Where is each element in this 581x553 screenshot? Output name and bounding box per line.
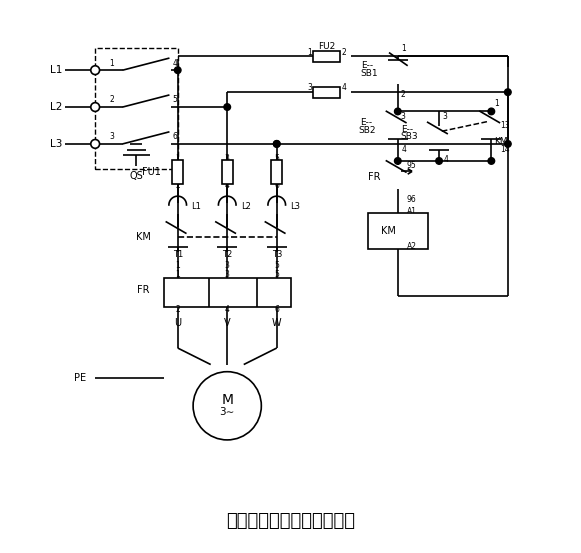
Circle shape bbox=[274, 140, 280, 147]
Text: M: M bbox=[221, 393, 233, 408]
Text: 1: 1 bbox=[307, 48, 312, 57]
Text: 2: 2 bbox=[401, 91, 406, 100]
Text: 电动机点动、连动控制线路: 电动机点动、连动控制线路 bbox=[226, 512, 355, 530]
Text: 4: 4 bbox=[402, 145, 407, 154]
Bar bbox=[313, 51, 340, 62]
Text: L2: L2 bbox=[51, 102, 63, 112]
Bar bbox=[95, 48, 178, 169]
Text: 5: 5 bbox=[274, 154, 279, 163]
Text: 1: 1 bbox=[494, 98, 499, 108]
Text: KM: KM bbox=[135, 232, 150, 242]
Text: T1: T1 bbox=[173, 250, 183, 259]
Text: FU1: FU1 bbox=[142, 167, 161, 177]
Circle shape bbox=[193, 372, 261, 440]
Text: 1: 1 bbox=[109, 59, 114, 67]
Circle shape bbox=[436, 158, 442, 164]
Text: T2: T2 bbox=[222, 250, 232, 259]
Bar bbox=[368, 213, 428, 249]
Text: L1: L1 bbox=[51, 65, 63, 75]
Circle shape bbox=[91, 139, 99, 148]
Text: 1: 1 bbox=[401, 44, 406, 53]
Text: 5: 5 bbox=[274, 261, 279, 270]
Text: E--: E-- bbox=[401, 124, 413, 133]
Circle shape bbox=[224, 104, 231, 111]
Text: FU2: FU2 bbox=[318, 42, 335, 51]
Circle shape bbox=[394, 158, 401, 164]
Text: 2: 2 bbox=[175, 181, 180, 190]
Text: 5: 5 bbox=[173, 95, 177, 105]
Text: 3: 3 bbox=[225, 270, 229, 279]
Text: 3: 3 bbox=[225, 154, 229, 163]
Text: SB2: SB2 bbox=[359, 126, 376, 134]
Bar bbox=[164, 278, 290, 307]
Text: PE: PE bbox=[74, 373, 87, 383]
Text: A1: A1 bbox=[407, 207, 417, 216]
Circle shape bbox=[91, 103, 99, 112]
Text: 96: 96 bbox=[407, 195, 417, 204]
Text: FR: FR bbox=[368, 173, 381, 182]
Circle shape bbox=[174, 67, 181, 74]
Circle shape bbox=[91, 66, 99, 75]
Text: 6: 6 bbox=[173, 132, 177, 141]
Text: KM: KM bbox=[494, 137, 508, 146]
Text: 4: 4 bbox=[173, 59, 177, 67]
Bar bbox=[313, 87, 340, 98]
Text: 1: 1 bbox=[175, 270, 180, 279]
Text: 6: 6 bbox=[274, 181, 279, 190]
Text: 3: 3 bbox=[307, 84, 312, 92]
Text: 2: 2 bbox=[342, 48, 346, 57]
Bar bbox=[271, 160, 282, 184]
Text: 3: 3 bbox=[109, 132, 114, 141]
Text: 14: 14 bbox=[500, 145, 510, 154]
Circle shape bbox=[504, 140, 511, 147]
Text: 6: 6 bbox=[274, 305, 279, 314]
Text: KM: KM bbox=[381, 226, 396, 236]
Text: E--: E-- bbox=[360, 118, 372, 127]
Text: 3: 3 bbox=[442, 112, 447, 122]
Text: 4: 4 bbox=[225, 181, 229, 190]
Text: 2: 2 bbox=[109, 95, 114, 105]
Text: L1: L1 bbox=[192, 202, 202, 211]
Text: L3: L3 bbox=[290, 202, 300, 211]
Text: T3: T3 bbox=[271, 250, 282, 259]
Text: U: U bbox=[174, 318, 181, 328]
Text: SB1: SB1 bbox=[360, 69, 378, 78]
Text: E--: E-- bbox=[361, 61, 374, 70]
Circle shape bbox=[394, 108, 401, 114]
Text: L2: L2 bbox=[241, 202, 251, 211]
Text: W: W bbox=[272, 318, 282, 328]
Text: SB3: SB3 bbox=[400, 132, 418, 140]
Text: 4: 4 bbox=[342, 84, 346, 92]
Text: FR: FR bbox=[137, 285, 149, 295]
Text: 3: 3 bbox=[401, 112, 406, 122]
Text: 4: 4 bbox=[225, 305, 229, 314]
Text: 3: 3 bbox=[225, 261, 229, 270]
Text: 95: 95 bbox=[407, 161, 417, 170]
Bar bbox=[222, 160, 233, 184]
Text: QS: QS bbox=[130, 171, 144, 181]
Bar bbox=[172, 160, 183, 184]
Text: A2: A2 bbox=[407, 242, 417, 251]
Circle shape bbox=[488, 108, 494, 114]
Text: 3∼: 3∼ bbox=[220, 408, 235, 418]
Text: V: V bbox=[224, 318, 231, 328]
Text: 5: 5 bbox=[274, 270, 279, 279]
Circle shape bbox=[274, 140, 280, 147]
Text: 1: 1 bbox=[175, 261, 180, 270]
Text: 4: 4 bbox=[443, 155, 448, 164]
Text: L3: L3 bbox=[51, 139, 63, 149]
Text: 2: 2 bbox=[175, 305, 180, 314]
Circle shape bbox=[504, 89, 511, 96]
Circle shape bbox=[488, 158, 494, 164]
Text: 1: 1 bbox=[175, 154, 180, 163]
Text: 13: 13 bbox=[500, 121, 510, 130]
